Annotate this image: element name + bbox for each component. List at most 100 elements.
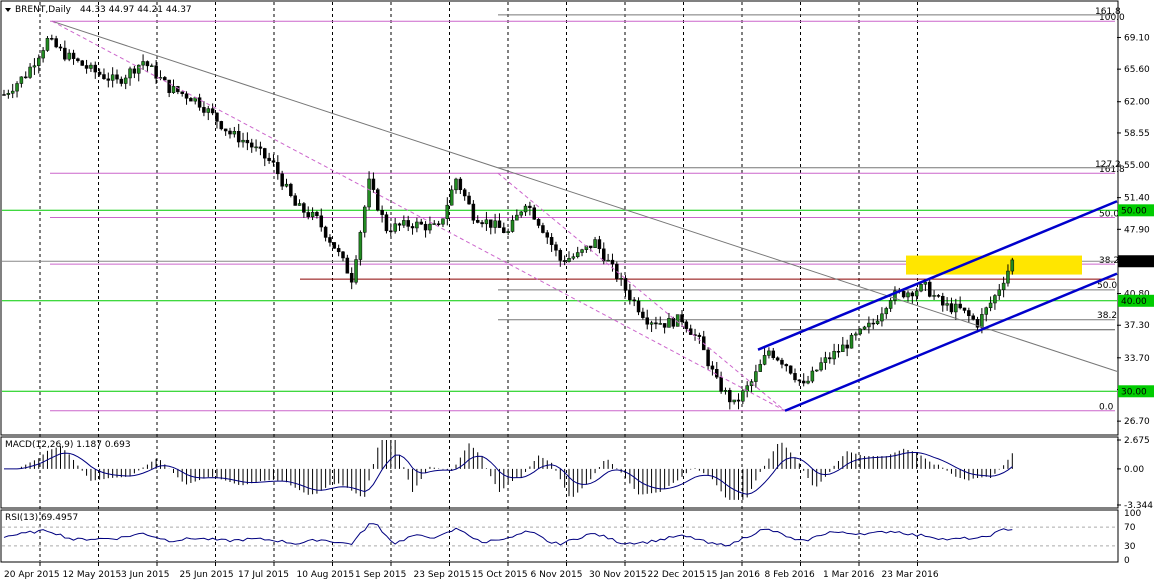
y-tick-label: 58.55 [1124, 129, 1150, 139]
candle-body [267, 157, 271, 161]
candle-body [932, 295, 936, 297]
candle-body [319, 215, 324, 228]
candle-body [923, 281, 928, 285]
channel-upper [757, 200, 1118, 351]
candle-body [1001, 282, 1006, 291]
candle-body [741, 390, 745, 402]
candle-body [376, 189, 380, 211]
candle-body [858, 328, 862, 335]
candle-body [836, 350, 841, 353]
candle-body [571, 256, 576, 259]
candle-body [63, 47, 67, 60]
candle-body [110, 74, 115, 81]
candle-body [6, 93, 11, 95]
candle-body [715, 368, 719, 378]
candle-body [50, 38, 54, 40]
candle-body [402, 220, 406, 226]
candle-body [223, 128, 228, 132]
rsi-y-label: 70 [1124, 523, 1136, 533]
level-tag-label: 50.00 [1121, 206, 1147, 216]
macd-histogram [4, 440, 1013, 500]
macd-y-label: 2.675 [1124, 436, 1150, 446]
x-tick-label: 1 Mar 2016 [823, 570, 875, 580]
y-tick-label: 62.00 [1124, 98, 1150, 108]
candle-body [84, 65, 89, 69]
candle-body [236, 130, 241, 143]
candle-body [123, 77, 128, 84]
candle-body [89, 64, 93, 69]
rsi-panel[interactable] [0, 509, 1119, 563]
candle-body [67, 52, 71, 60]
gray-fib-label: 50.0 [1097, 281, 1117, 291]
candle-body [215, 112, 219, 122]
candle-body [719, 376, 723, 392]
candle-body [28, 66, 32, 78]
candle-body [254, 146, 258, 149]
current-price-tag [1118, 255, 1154, 268]
overlays [51, 20, 1118, 412]
candle-body [176, 86, 180, 93]
candle-body [580, 249, 584, 253]
rsi-title: RSI(13) 69.4957 [5, 513, 78, 523]
candle-body [710, 365, 715, 370]
fib-level-label: 100.0 [1099, 13, 1125, 23]
candle-body [293, 195, 297, 206]
candle-body [389, 230, 393, 233]
candle-body [37, 57, 41, 66]
fib-mid-label: 127.2 [1095, 160, 1121, 170]
candle-body [228, 130, 232, 135]
x-tick-label: 15 Jan 2016 [706, 570, 760, 580]
candle-body [958, 303, 962, 309]
candle-body [619, 278, 623, 280]
candle-body [910, 292, 915, 297]
rsi-line-path [3, 523, 1013, 547]
candle-body [945, 303, 949, 306]
rsi-y-label: 100 [1124, 509, 1141, 519]
candle-body [828, 357, 832, 360]
x-tick-label: 23 Mar 2016 [882, 570, 939, 580]
candle-body [102, 74, 106, 80]
candle-body [797, 379, 802, 382]
candle-body [493, 220, 497, 228]
y-tick-label: 55.00 [1124, 161, 1150, 171]
candle-body [784, 364, 789, 367]
candle-body [849, 334, 854, 349]
candle-body [780, 359, 784, 365]
candle-body [649, 322, 654, 325]
candle-body [302, 203, 306, 213]
candle-body [284, 183, 289, 187]
x-tick-label: 17 Jul 2015 [238, 570, 289, 580]
candle-body [732, 399, 736, 403]
candle-body [58, 46, 63, 49]
candle-body [636, 300, 641, 313]
candle-body [880, 313, 884, 322]
y-tick-label: 51.40 [1124, 194, 1150, 204]
candle-body [371, 178, 376, 190]
candle-body [306, 212, 310, 218]
candle-body [245, 139, 250, 144]
candle-body [115, 74, 119, 80]
candle-body [415, 221, 419, 229]
candle-body [697, 334, 702, 337]
candle-body [558, 250, 563, 261]
candle-body [997, 289, 1002, 296]
candle-body [280, 173, 284, 187]
candle-body [310, 211, 315, 218]
candle-body [132, 68, 137, 74]
resistance-zone [906, 255, 1082, 275]
menu-triangle-icon[interactable] [5, 8, 11, 12]
x-tick-label: 15 Oct 2015 [472, 570, 528, 580]
level-tag-label: 40.00 [1121, 297, 1147, 307]
candle-body [332, 242, 337, 249]
candle-body [658, 323, 663, 325]
time-axis: 20 Apr 2015 12 May 2015 3 Jun 2015 25 Jun 2… [4, 562, 939, 580]
candle-body [962, 307, 967, 311]
candle-body [723, 390, 728, 392]
level-tag [1118, 204, 1154, 217]
candle-body [462, 189, 467, 197]
candle-body [854, 333, 858, 336]
candle-body [975, 319, 980, 328]
macd-panel[interactable] [0, 436, 1119, 509]
candle-body [167, 79, 171, 93]
